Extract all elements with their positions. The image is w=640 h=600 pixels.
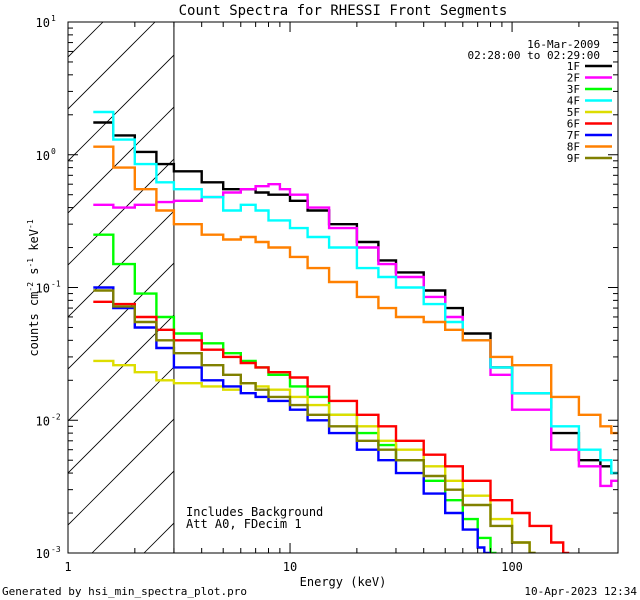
y-tick-exponent: 0: [51, 147, 56, 156]
x-tick-label: 1: [64, 560, 71, 574]
hatch-line: [612, 0, 640, 553]
hatch-line: [68, 314, 174, 422]
hatch-line: [68, 22, 104, 58]
ylabel-part-3: -1: [26, 258, 35, 268]
hatch-line: [68, 106, 174, 214]
legend-label-5F: 5F: [567, 106, 580, 119]
time-range-label: 02:28:00 to 02:29:00: [468, 49, 600, 62]
legend-label-8F: 8F: [567, 141, 580, 154]
legend-label-4F: 4F: [567, 95, 580, 108]
y-tick-exponent: -3: [51, 545, 61, 554]
legend-label-7F: 7F: [567, 129, 580, 142]
legend-label-1F: 1F: [567, 60, 580, 73]
hatch-line: [0, 0, 120, 553]
series-line-8F: [93, 145, 618, 435]
x-tick-label: 10: [283, 560, 297, 574]
series-line-5F: [93, 359, 536, 553]
y-tick-label: 10: [36, 414, 50, 428]
y-tick-label: 10: [36, 282, 50, 296]
date-label: 16-Mar-2009: [527, 38, 600, 51]
excluded-energy-hatch: [0, 0, 640, 553]
annotation-background: Includes Background: [186, 505, 323, 519]
series-line-7F: [93, 286, 491, 553]
ylabel-part-0: counts cm: [27, 292, 41, 357]
legend-label-6F: 6F: [567, 118, 580, 131]
y-tick-label: 10: [36, 149, 50, 163]
hatch-line: [68, 54, 174, 162]
y-tick-exponent: -1: [51, 280, 61, 289]
ylabel-part-4: keV: [27, 229, 41, 258]
plot-frame: [67, 21, 619, 554]
legend-label-3F: 3F: [567, 83, 580, 96]
series-line-2F: [93, 183, 618, 488]
y-tick-exponent: -2: [51, 412, 61, 421]
series-line-6F: [93, 300, 570, 553]
x-axis-label: Energy (keV): [300, 575, 387, 589]
annotation-attenuator: Att A0, FDecim 1: [186, 517, 302, 531]
legend-label-9F: 9F: [567, 152, 580, 165]
y-tick-label: 10: [36, 547, 50, 561]
hatch-line: [300, 0, 640, 553]
series-line-1F: [93, 121, 618, 475]
timestamp-label: 10-Apr-2023 12:34: [524, 585, 637, 598]
x-tick-labels: 1 10 100: [64, 560, 523, 574]
legend-label-2F: 2F: [567, 72, 580, 85]
chart-title: Count Spectra for RHESSI Front Segments: [179, 3, 508, 19]
hatch-line: [68, 418, 174, 526]
x-tick-label: 100: [501, 560, 523, 574]
axis-ticks: [67, 21, 619, 554]
ylabel-part-1: -2: [26, 282, 35, 292]
series-line-4F: [93, 110, 618, 475]
series-line-9F: [93, 289, 536, 553]
ylabel-part-5: -1: [26, 219, 35, 229]
hatch-line: [68, 210, 174, 318]
y-axis-label: counts cm-2 s-1 keV-1: [26, 219, 41, 356]
hatch-line: [68, 22, 156, 110]
y-tick-label: 10: [36, 16, 50, 30]
generated-by-label: Generated by hsi_min_spectra_plot.pro: [2, 585, 247, 598]
y-tick-exponent: 1: [51, 14, 56, 23]
series-line-3F: [93, 233, 497, 553]
ylabel-part-2: s: [27, 268, 41, 282]
hatch-line: [68, 158, 174, 266]
hatch-line: [68, 366, 174, 474]
hatch-line: [404, 0, 640, 553]
series-layer: [93, 110, 618, 553]
